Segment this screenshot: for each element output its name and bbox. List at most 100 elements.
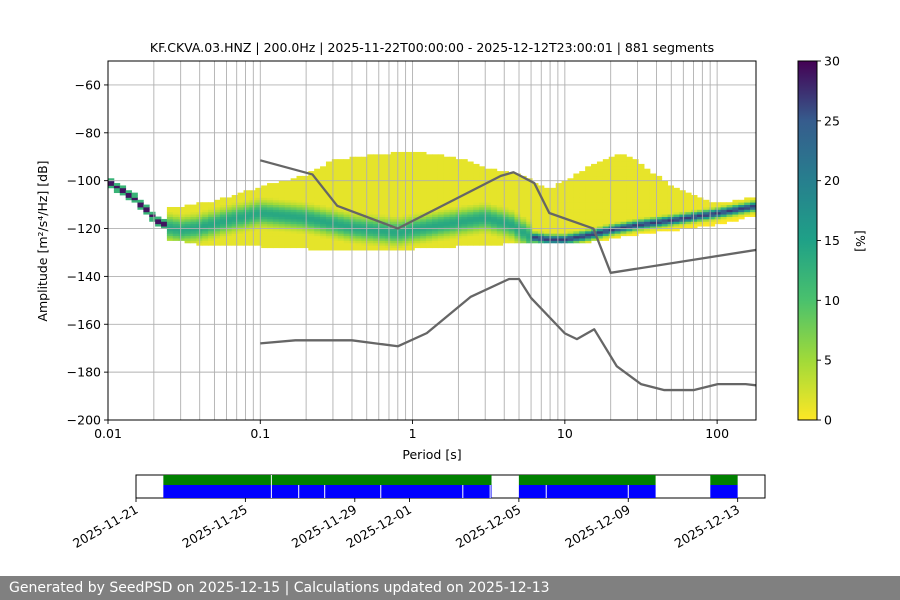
heatmap-cell	[320, 195, 327, 198]
heatmap-cell	[202, 221, 209, 225]
heatmap-cell	[608, 209, 616, 213]
heatmap-cell	[596, 221, 604, 225]
heatmap-cell	[502, 218, 509, 222]
heatmap-cell	[526, 180, 533, 184]
heatmap-cell	[384, 238, 392, 241]
x-tick-label: 0.1	[250, 426, 270, 441]
heatmap-cell	[349, 238, 356, 241]
heatmap-cell	[726, 204, 733, 208]
heatmap-cell	[378, 238, 386, 241]
heatmap-cell	[461, 166, 468, 170]
heatmap-cell	[626, 197, 633, 201]
heatmap-cell	[390, 175, 398, 179]
heatmap-cell	[549, 187, 557, 191]
heatmap-cell	[237, 238, 244, 241]
heatmap-cell	[284, 204, 292, 208]
heatmap-cell	[367, 211, 374, 215]
heatmap-cell	[373, 185, 380, 189]
heatmap-cell	[361, 173, 368, 177]
colorbar	[797, 60, 818, 421]
heatmap-cell	[314, 187, 321, 191]
heatmap-cell	[449, 185, 456, 189]
heatmap-cell	[585, 178, 592, 182]
heatmap-cell	[479, 185, 486, 189]
heatmap-cell	[249, 223, 256, 227]
heatmap-cell	[543, 233, 551, 237]
heatmap-cell	[567, 216, 574, 220]
heatmap-cell	[750, 211, 756, 215]
heatmap-cell	[355, 228, 362, 232]
heatmap-cell	[549, 223, 557, 227]
heatmap-cell	[661, 214, 669, 217]
heatmap-cell	[485, 199, 492, 203]
heatmap-cell	[620, 211, 627, 215]
heatmap-cell	[661, 226, 669, 229]
heatmap-cell	[414, 221, 421, 225]
heatmap-cell	[272, 214, 280, 217]
heatmap-cell	[325, 223, 333, 227]
heatmap-cell	[467, 173, 474, 177]
heatmap-cell	[361, 187, 368, 191]
heatmap-cell	[390, 161, 398, 165]
heatmap-cell	[520, 214, 527, 217]
heatmap-cell	[219, 202, 227, 205]
heatmap-cell	[638, 202, 645, 205]
heatmap-cell	[249, 221, 256, 225]
heatmap-cell	[579, 171, 586, 174]
heatmap-cell	[272, 216, 280, 220]
heatmap-cell	[378, 154, 386, 158]
heatmap-cell	[302, 245, 309, 249]
heatmap-cell	[573, 183, 580, 186]
heatmap-cell	[267, 226, 274, 229]
heatmap-cell	[655, 214, 663, 217]
heatmap-cell	[638, 180, 645, 184]
heatmap-cell	[302, 240, 309, 244]
heatmap-cell	[443, 159, 451, 162]
heatmap-cell	[490, 171, 498, 174]
heatmap-cell	[343, 216, 350, 220]
heatmap-cell	[649, 192, 657, 196]
heatmap-cell	[290, 183, 297, 186]
heatmap-cell	[608, 183, 616, 186]
heatmap-cell	[302, 185, 309, 189]
heatmap-cell	[679, 223, 686, 227]
heatmap-cell	[655, 197, 663, 201]
heatmap-cell	[420, 240, 427, 244]
heatmap-cell	[679, 221, 686, 225]
heatmap-cell	[219, 218, 227, 222]
heatmap-cell	[420, 206, 427, 210]
heatmap-cell	[373, 242, 380, 246]
heatmap-cell	[502, 240, 509, 244]
heatmap-cell	[378, 240, 386, 244]
heatmap-cell	[314, 247, 321, 251]
heatmap-cell	[614, 178, 621, 182]
heatmap-cell	[644, 202, 651, 205]
y-tick-label: −80	[75, 125, 101, 140]
heatmap-cell	[555, 221, 562, 225]
heatmap-cell	[225, 214, 233, 217]
heatmap-cell	[432, 159, 439, 162]
heatmap-cell	[579, 240, 586, 244]
heatmap-cell	[308, 242, 315, 246]
heatmap-cell	[520, 178, 527, 182]
heatmap-cell	[331, 185, 339, 189]
y-tick-label: −100	[67, 173, 101, 188]
heatmap-cell	[426, 171, 433, 174]
heatmap-cell	[426, 163, 433, 167]
heatmap-cell	[225, 197, 233, 201]
heatmap-cell	[449, 183, 456, 186]
heatmap-cell	[532, 230, 539, 234]
heatmap-cell	[514, 223, 521, 227]
heatmap-cell	[479, 223, 486, 227]
heatmap-cell	[337, 211, 345, 215]
heatmap-cell	[685, 202, 692, 205]
heatmap-cell	[437, 178, 445, 182]
heatmap-cell	[461, 171, 468, 174]
heatmap-cell	[449, 209, 456, 213]
heatmap-cell	[308, 195, 315, 198]
heatmap-cell	[384, 247, 392, 251]
heatmap-cell	[396, 216, 403, 220]
heatmap-cell	[414, 204, 421, 208]
heatmap-cell	[390, 233, 398, 237]
